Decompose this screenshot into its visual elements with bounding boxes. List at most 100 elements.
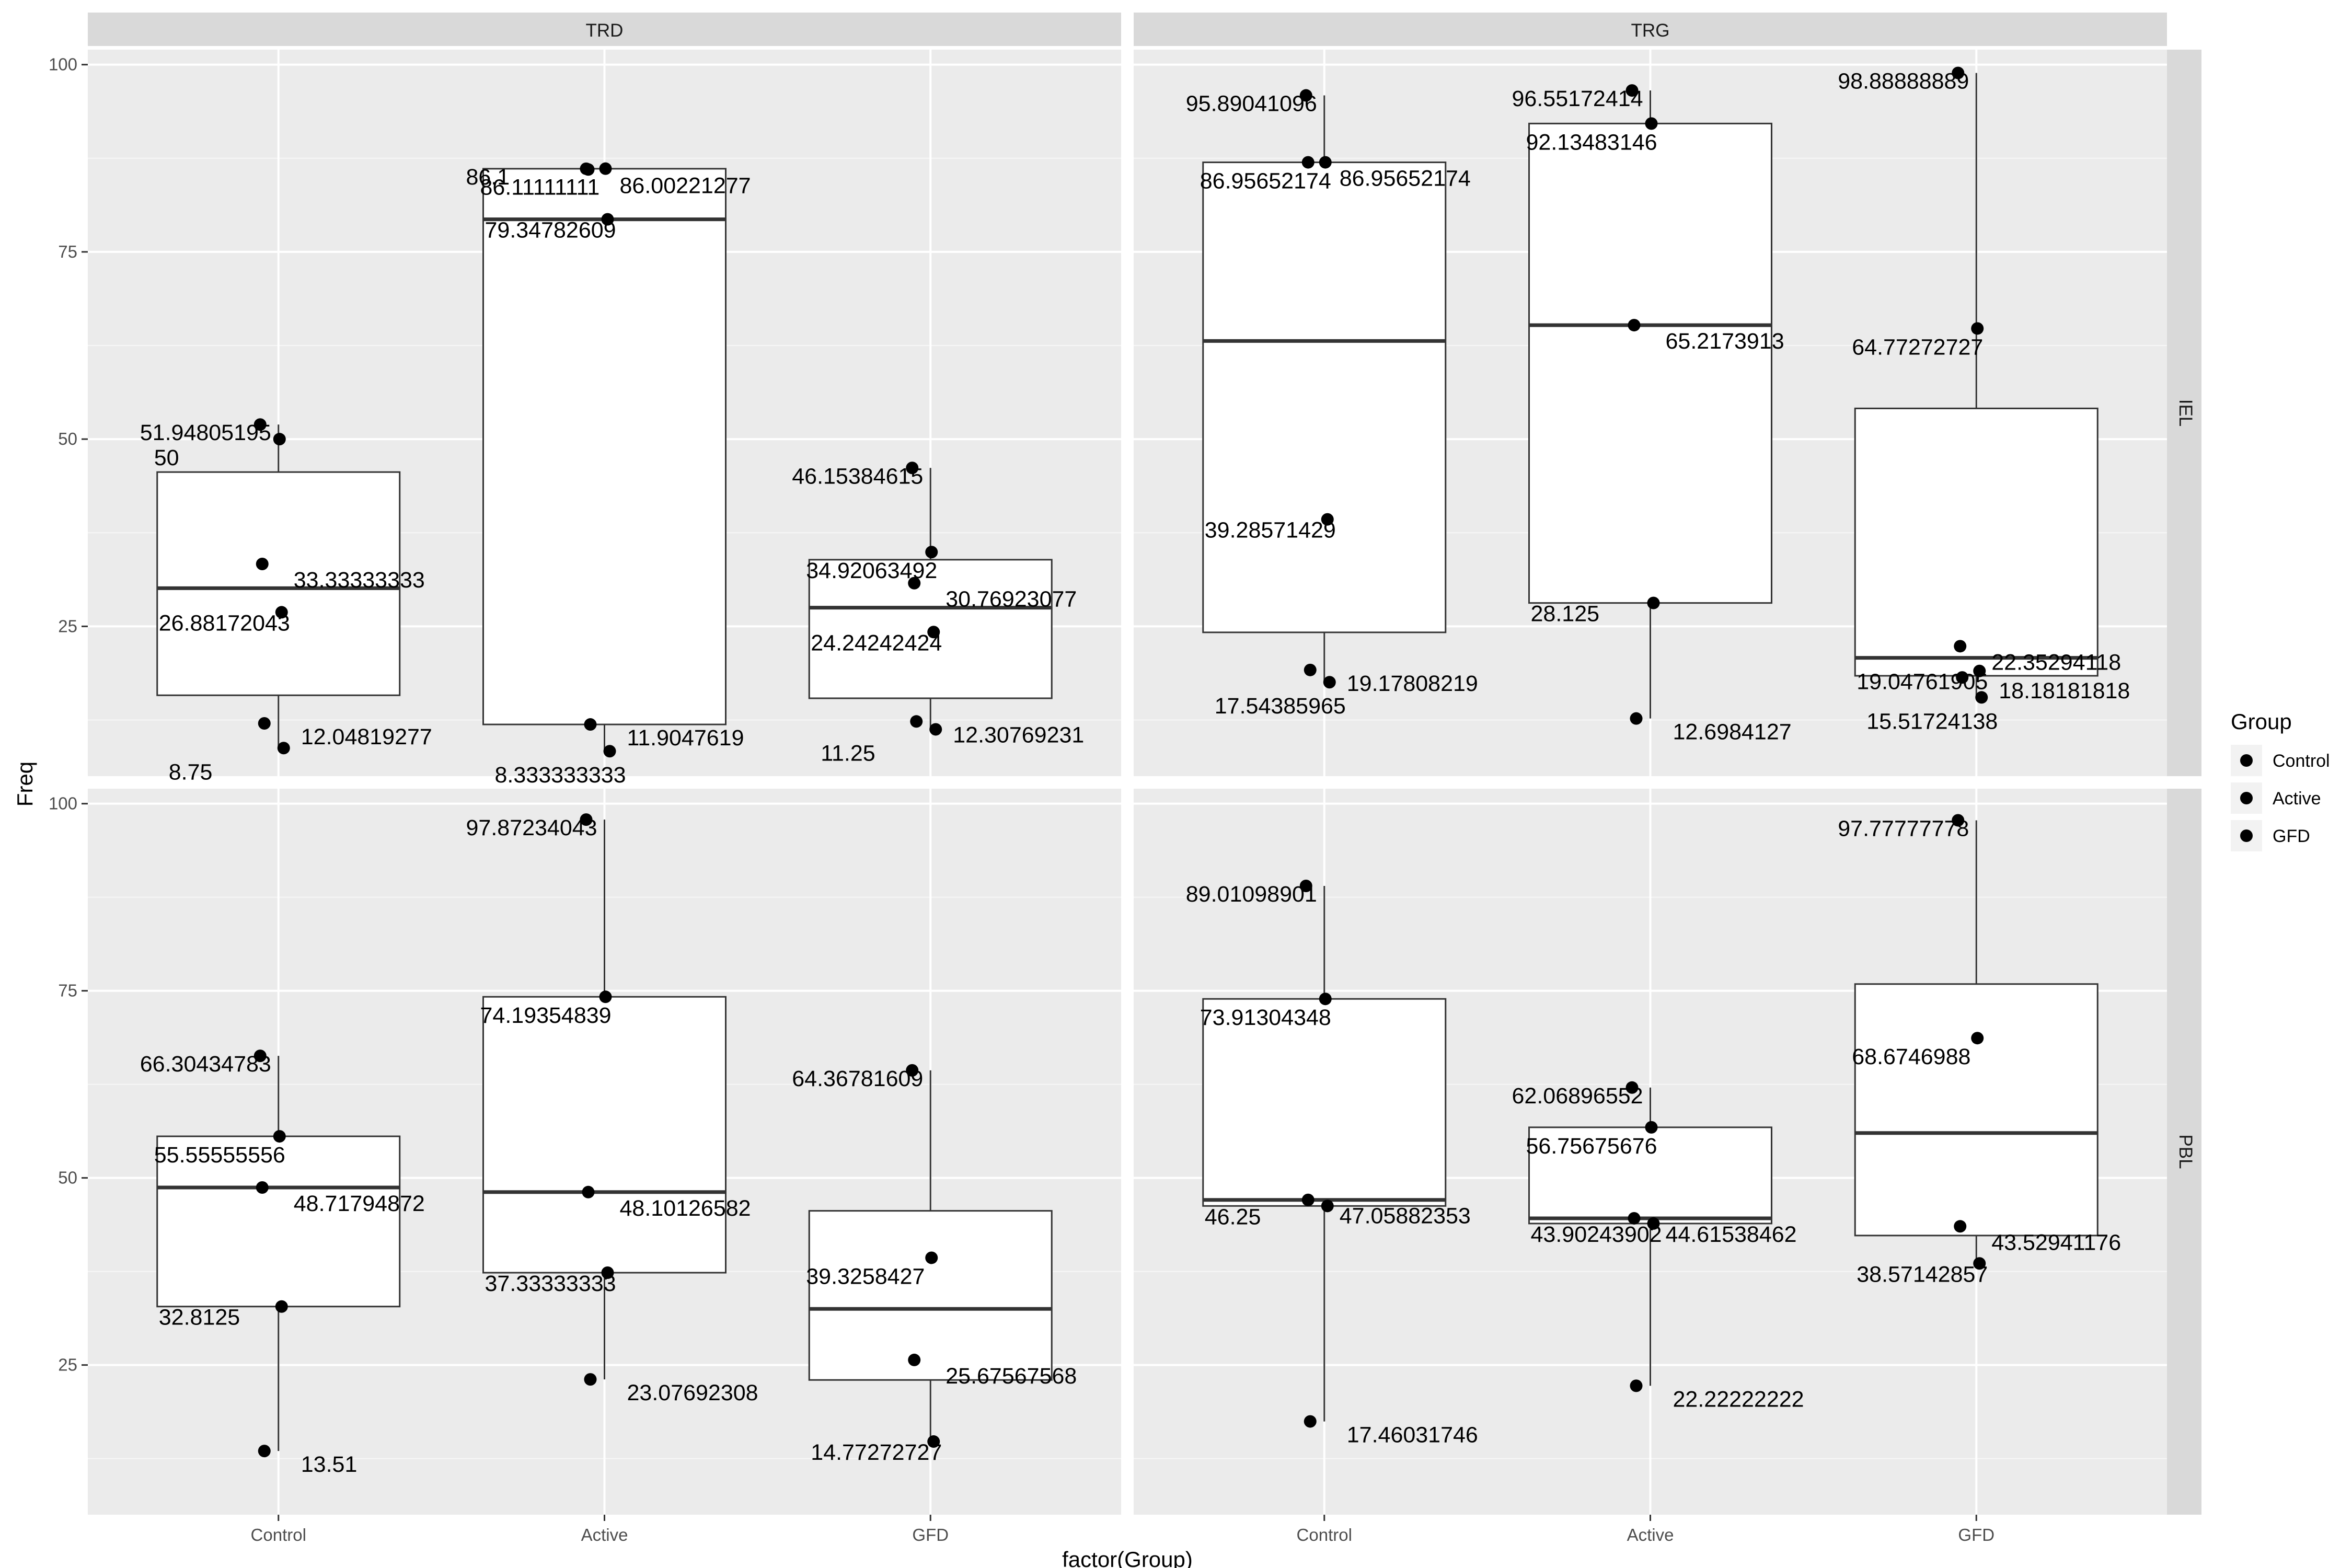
facet-strip-trg bbox=[1134, 13, 2167, 46]
box-gfd: 46.1538461534.9206349230.7692307724.2424… bbox=[792, 462, 1084, 766]
data-label: 11.25 bbox=[821, 741, 875, 766]
data-point bbox=[1975, 691, 1988, 704]
legend-title: Group bbox=[2231, 709, 2292, 734]
data-point bbox=[1954, 640, 1967, 653]
data-point bbox=[1304, 1415, 1317, 1428]
legend-label-gfd: GFD bbox=[2273, 826, 2310, 846]
data-label: 48.10126582 bbox=[620, 1196, 751, 1221]
data-point bbox=[580, 813, 593, 826]
data-point bbox=[1645, 1121, 1658, 1134]
data-label: 26.88172043 bbox=[159, 610, 290, 636]
box-active: 62.06896552 56.75675676 44.6153846243.9024… bbox=[1512, 1081, 1804, 1412]
data-point bbox=[253, 418, 267, 431]
data-point bbox=[1321, 1200, 1334, 1213]
box-body bbox=[156, 471, 401, 696]
data-label: 8.333333333 bbox=[495, 763, 626, 788]
y-tick-label: 75 bbox=[58, 981, 77, 1000]
data-label: 25.67567568 bbox=[946, 1364, 1077, 1389]
legend-point bbox=[2240, 829, 2253, 842]
data-point bbox=[1956, 671, 1969, 684]
data-point bbox=[925, 546, 938, 559]
data-label: 86.95652174 bbox=[1340, 166, 1471, 191]
data-label: 98.88888889 bbox=[1838, 69, 1969, 94]
data-point bbox=[603, 745, 616, 758]
y-tick-label: 75 bbox=[58, 242, 77, 261]
box-active: 97.87234043 74.19354839 48.10126582 37.3333… bbox=[466, 813, 758, 1405]
x-tick-label: Control bbox=[251, 1525, 306, 1544]
data-label: 48.71794872 bbox=[294, 1191, 425, 1216]
box-body bbox=[482, 168, 727, 725]
data-point bbox=[1323, 676, 1336, 689]
data-label: 11.9047619 bbox=[627, 725, 744, 751]
data-label: 47.05882353 bbox=[1340, 1204, 1471, 1229]
facet-strip-label-pbl: PBL bbox=[2175, 1134, 2196, 1169]
data-point bbox=[1625, 1081, 1639, 1094]
data-point bbox=[1630, 1379, 1643, 1392]
box-control: 95.89041096 86.95652174 86.95652174 39.2857… bbox=[1186, 89, 1478, 719]
box-body bbox=[482, 996, 727, 1274]
data-label: 62.06896552 bbox=[1512, 1083, 1643, 1109]
data-point bbox=[256, 557, 269, 570]
data-label: 95.89041096 bbox=[1186, 91, 1317, 117]
data-point bbox=[1304, 663, 1317, 676]
data-label: 92.13483146 bbox=[1526, 130, 1657, 155]
y-axis-title: Freq bbox=[13, 762, 37, 806]
data-label: 23.07692308 bbox=[627, 1380, 758, 1405]
data-label: 73.91304348 bbox=[1200, 1005, 1331, 1030]
facet-strip-iel bbox=[2167, 50, 2201, 776]
data-point bbox=[1301, 1193, 1315, 1206]
data-point bbox=[1299, 879, 1312, 892]
data-point bbox=[256, 1181, 269, 1194]
boxplot-panel-trg-pbl: 89.01098901 73.91304348 47.05882353 46.25 17… bbox=[1186, 814, 2121, 1448]
data-label: 66.30434783 bbox=[140, 1052, 271, 1077]
data-label: 14.77272727 bbox=[811, 1440, 942, 1465]
data-point bbox=[1952, 814, 1965, 827]
data-point bbox=[908, 577, 921, 590]
data-point bbox=[273, 433, 286, 446]
data-label: 28.125 bbox=[1531, 602, 1600, 627]
data-label: 22.22222222 bbox=[1673, 1387, 1804, 1412]
data-label: 64.36781609 bbox=[792, 1066, 923, 1091]
data-point bbox=[906, 462, 919, 475]
data-point bbox=[277, 742, 290, 755]
data-point bbox=[1973, 1257, 1986, 1270]
data-label: 44.61538462 bbox=[1666, 1222, 1797, 1247]
data-label: 89.01098901 bbox=[1186, 882, 1317, 907]
y-tick-label: 25 bbox=[58, 616, 77, 636]
data-point bbox=[584, 1373, 597, 1386]
data-label: 13.51 bbox=[301, 1452, 358, 1477]
data-label: 96.55172414 bbox=[1512, 86, 1643, 111]
data-point bbox=[599, 990, 612, 1004]
data-point bbox=[253, 1050, 267, 1063]
data-label: 43.52941176 bbox=[1991, 1230, 2121, 1255]
data-label: 56.75675676 bbox=[1526, 1134, 1657, 1159]
data-point bbox=[1299, 89, 1312, 102]
data-point bbox=[1647, 1217, 1660, 1230]
data-label: 39.3258427 bbox=[806, 1264, 925, 1289]
data-point bbox=[1630, 712, 1643, 725]
data-point bbox=[582, 1185, 595, 1198]
box-gfd: 97.77777778 68.6746988 43.5294117638.57142… bbox=[1838, 814, 2121, 1287]
data-point bbox=[925, 1251, 938, 1264]
x-tick-label: Active bbox=[581, 1525, 628, 1544]
data-label: 86.1 bbox=[466, 165, 510, 190]
box-gfd: 98.88888889 64.77272727 22.3529411819.0476… bbox=[1838, 66, 2130, 734]
data-point bbox=[1628, 319, 1641, 332]
facet-strip-pbl bbox=[2167, 789, 2201, 1515]
data-point bbox=[584, 718, 597, 731]
data-label: 55.55555556 bbox=[154, 1143, 285, 1168]
legend: Group Control Active GFD bbox=[2231, 709, 2330, 851]
data-label: 19.04761905 bbox=[1857, 670, 1988, 695]
box-body bbox=[1854, 983, 2099, 1237]
data-point bbox=[1301, 156, 1315, 169]
data-label: 19.17808219 bbox=[1347, 671, 1478, 696]
data-label: 17.54385965 bbox=[1215, 694, 1346, 719]
box-gfd: 64.36781609 39.3258427 25.67567568 14.77272… bbox=[792, 1064, 1077, 1465]
data-point bbox=[582, 163, 595, 176]
y-tick-label: 25 bbox=[58, 1355, 77, 1375]
data-label: 86.11111111 bbox=[480, 175, 600, 200]
data-label: 65.2173913 bbox=[1666, 329, 1784, 354]
